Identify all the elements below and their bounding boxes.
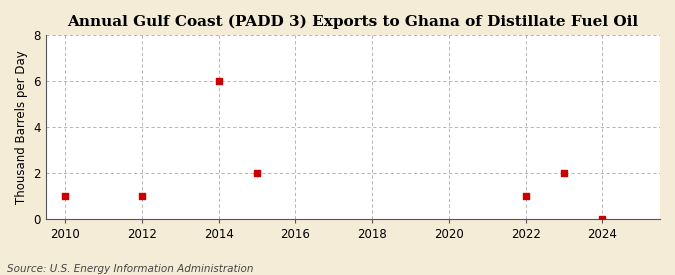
Y-axis label: Thousand Barrels per Day: Thousand Barrels per Day xyxy=(15,50,28,204)
Point xyxy=(59,194,70,198)
Point xyxy=(520,194,531,198)
Point xyxy=(559,170,570,175)
Text: Source: U.S. Energy Information Administration: Source: U.S. Energy Information Administ… xyxy=(7,264,253,274)
Point xyxy=(597,216,608,221)
Point xyxy=(136,194,147,198)
Title: Annual Gulf Coast (PADD 3) Exports to Ghana of Distillate Fuel Oil: Annual Gulf Coast (PADD 3) Exports to Gh… xyxy=(68,15,639,29)
Point xyxy=(213,79,224,83)
Point xyxy=(252,170,263,175)
